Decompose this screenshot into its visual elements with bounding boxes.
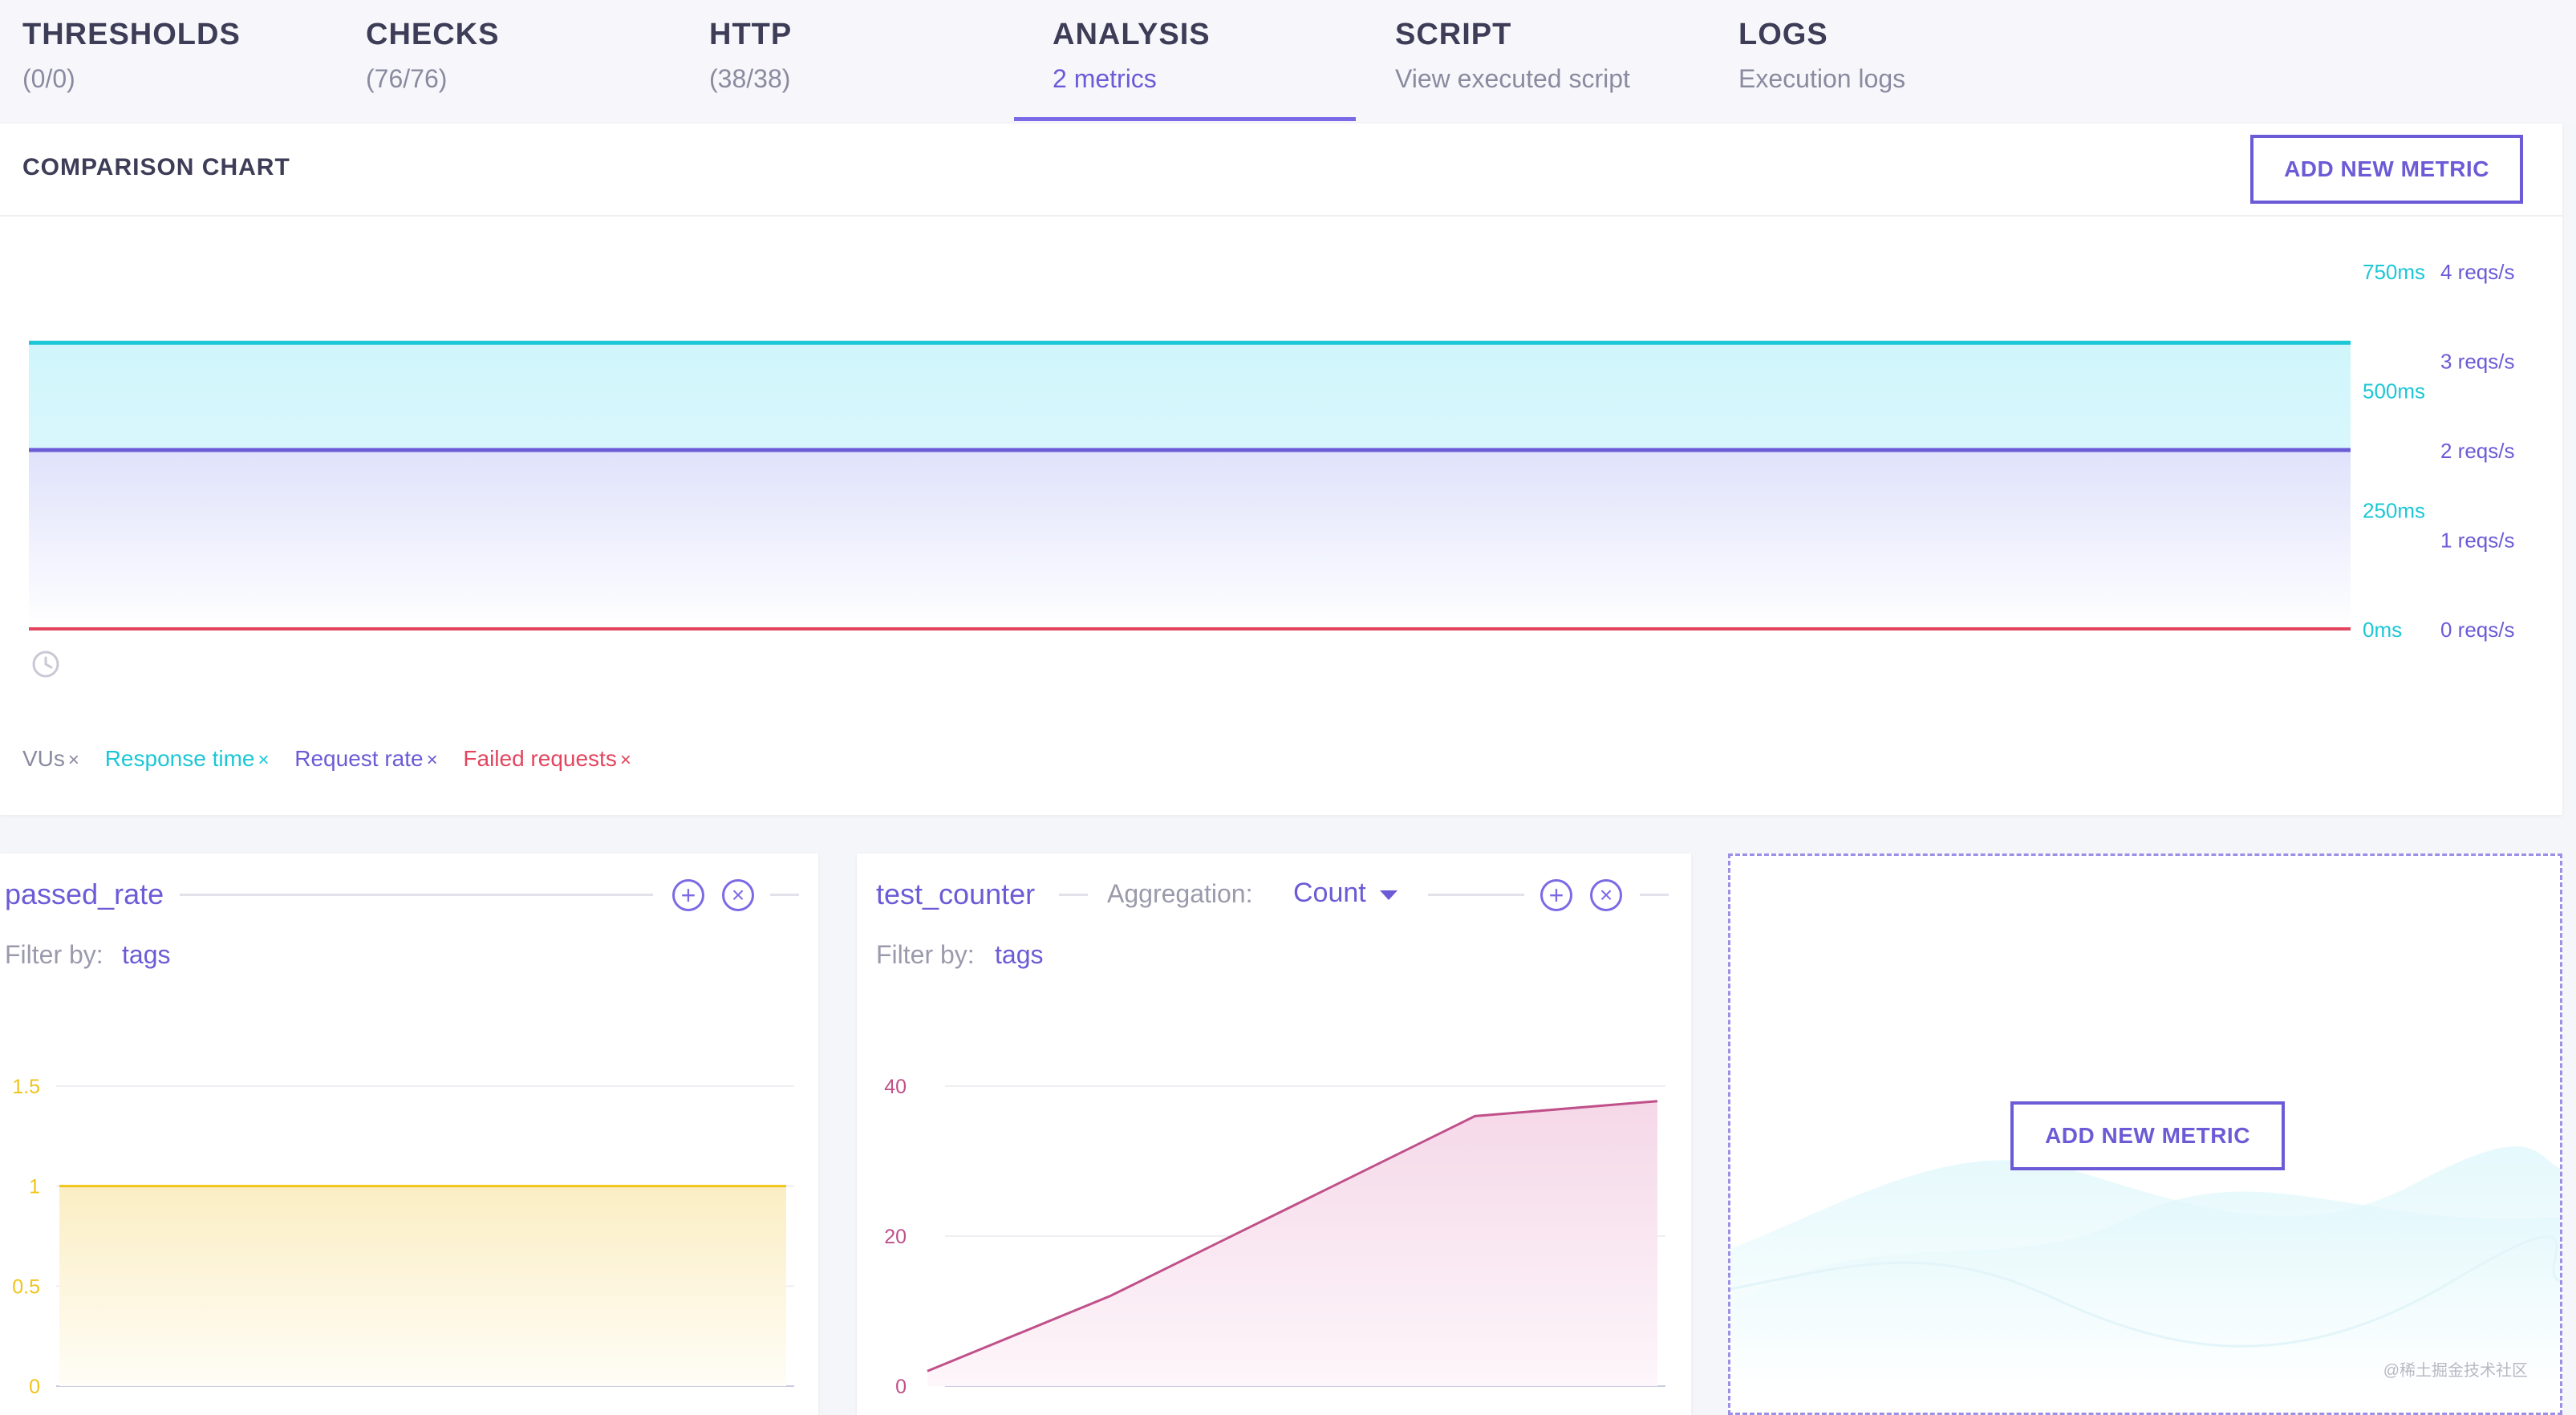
metric-title: test_counter bbox=[876, 878, 1036, 910]
axis-tick-ms: 250ms bbox=[2363, 498, 2425, 522]
axis-tick-reqs: 3 reqs/s bbox=[2440, 350, 2515, 374]
tab-title: THRESHOLDS bbox=[22, 18, 241, 51]
divider bbox=[180, 894, 653, 896]
comparison-title: COMPARISON CHART bbox=[22, 154, 290, 180]
tab-title: HTTP bbox=[709, 18, 793, 51]
tab-subtitle: (38/38) bbox=[709, 64, 791, 93]
aggregation-select[interactable]: Count bbox=[1293, 878, 1406, 913]
close-circle-icon[interactable]: × bbox=[1590, 879, 1622, 911]
legend-item-failed-requests[interactable]: Failed requests × bbox=[463, 746, 631, 771]
tab-checks[interactable]: CHECKS (76/76) bbox=[366, 0, 687, 120]
decorative-waves bbox=[1730, 1146, 2560, 1393]
plus-circle-icon[interactable]: + bbox=[672, 879, 704, 911]
caret-down-icon bbox=[1380, 890, 1398, 900]
test-counter-chart: 0 20 40 17:08:15 17:08:20 17:08:25 bbox=[884, 1076, 1665, 1407]
filter-tags-link[interactable]: tags bbox=[122, 940, 171, 969]
tab-title: SCRIPT bbox=[1395, 18, 1512, 51]
tab-subtitle: Execution logs bbox=[1738, 64, 1906, 93]
tab-bar: THRESHOLDS (0/0) CHECKS (76/76) HTTP (38… bbox=[0, 0, 2576, 122]
x-tick-label: 17:08:20 bbox=[1191, 1405, 1269, 1407]
aggregation-value: Count bbox=[1293, 878, 1366, 908]
legend-item-request-rate[interactable]: Request rate × bbox=[294, 746, 437, 771]
comparison-chart: 750ms 500ms 250ms 0ms 4 reqs/s 3 reqs/s 2 reqs… bbox=[29, 260, 2515, 678]
x-tick-label: 17:08:15 bbox=[888, 1405, 966, 1407]
tab-subtitle: (0/0) bbox=[22, 64, 75, 93]
y-tick-label: 40 bbox=[884, 1076, 907, 1098]
metric-title: passed_rate bbox=[5, 878, 164, 910]
legend-label: Failed requests bbox=[463, 746, 617, 771]
remove-icon[interactable]: × bbox=[619, 749, 631, 771]
tab-thresholds[interactable]: THRESHOLDS (0/0) bbox=[22, 0, 343, 120]
tab-subtitle: View executed script bbox=[1395, 64, 1630, 93]
axis-tick-ms: 0ms bbox=[2363, 618, 2402, 642]
y-tick-label: 1.5 bbox=[12, 1076, 40, 1098]
tab-title: ANALYSIS bbox=[1053, 18, 1211, 51]
legend-label: Request rate bbox=[294, 746, 424, 771]
axis-tick-reqs: 1 reqs/s bbox=[2440, 529, 2515, 553]
y-tick-label: 20 bbox=[884, 1226, 907, 1248]
x-tick-label: 17:08:25 bbox=[624, 1405, 702, 1407]
filter-tags-link[interactable]: tags bbox=[995, 940, 1044, 969]
tab-analysis[interactable]: ANALYSIS 2 metrics bbox=[1053, 0, 1373, 120]
add-metric-placeholder: ADD NEW METRIC @稀土掘金技术社区 bbox=[1728, 853, 2562, 1415]
x-tick-label: 17:08:20 bbox=[322, 1405, 400, 1407]
add-new-metric-button[interactable]: ADD NEW METRIC bbox=[2250, 135, 2523, 204]
axis-tick-reqs: 0 reqs/s bbox=[2440, 618, 2515, 642]
comparison-panel: COMPARISON CHART ADD NEW METRIC 750ms 500… bbox=[0, 124, 2562, 815]
legend-label: Response time bbox=[104, 746, 255, 771]
tab-script[interactable]: SCRIPT View executed script bbox=[1395, 0, 1716, 120]
divider bbox=[1640, 894, 1669, 896]
tab-http[interactable]: HTTP (38/38) bbox=[709, 0, 1030, 120]
y-tick-label: 0 bbox=[29, 1376, 40, 1398]
legend-item-vus[interactable]: VUs × bbox=[22, 746, 79, 771]
y-tick-label: 1 bbox=[29, 1176, 40, 1198]
filter-label: Filter by: bbox=[5, 940, 103, 969]
remove-icon[interactable]: × bbox=[426, 749, 438, 771]
clock-icon[interactable] bbox=[32, 651, 59, 678]
passed-rate-chart: 0 0.5 1 1.5 17:08:15 17:08:20 17:08:25 bbox=[12, 1076, 794, 1407]
tab-title: CHECKS bbox=[366, 18, 500, 51]
series-area bbox=[927, 1101, 1657, 1386]
legend-label: VUs bbox=[22, 746, 65, 771]
watermark: @稀土掘金技术社区 bbox=[2383, 1362, 2528, 1380]
series-area bbox=[59, 1186, 786, 1386]
active-tab-indicator bbox=[1014, 117, 1356, 121]
divider bbox=[770, 894, 799, 896]
axis-tick-ms: 500ms bbox=[2363, 379, 2425, 403]
tab-logs[interactable]: LOGS Execution logs bbox=[1738, 0, 2059, 120]
tab-title: LOGS bbox=[1738, 18, 1828, 51]
axis-tick-reqs: 2 reqs/s bbox=[2440, 439, 2515, 463]
close-circle-icon[interactable]: × bbox=[722, 879, 754, 911]
filter-label: Filter by: bbox=[876, 940, 975, 969]
divider bbox=[1059, 894, 1088, 896]
add-new-metric-button[interactable]: ADD NEW METRIC bbox=[2010, 1101, 2285, 1170]
axis-tick-ms: 750ms bbox=[2363, 260, 2425, 284]
remove-icon[interactable]: × bbox=[67, 749, 79, 771]
x-tick-label: 17:08:15 bbox=[18, 1405, 96, 1407]
metric-card-passed-rate: passed_rate + × Filter by: tags 0 0.5 1 1.5… bbox=[0, 853, 818, 1415]
axis-tick-reqs: 4 reqs/s bbox=[2440, 260, 2515, 284]
request-rate-area bbox=[29, 450, 2351, 629]
y-tick-label: 0 bbox=[895, 1376, 907, 1398]
legend: VUs × Response time × Request rate × Failed… bbox=[22, 746, 631, 772]
x-tick-label: 17:08:25 bbox=[1496, 1405, 1574, 1407]
comparison-header: COMPARISON CHART bbox=[0, 124, 2562, 217]
series-line bbox=[927, 1100, 1658, 1372]
metric-card-test-counter: test_counter Aggregation: Count + × Filt… bbox=[857, 853, 1691, 1415]
remove-icon[interactable]: × bbox=[258, 749, 270, 771]
tab-subtitle: (76/76) bbox=[366, 64, 448, 93]
legend-item-response-time[interactable]: Response time × bbox=[105, 746, 270, 771]
tab-subtitle: 2 metrics bbox=[1053, 64, 1157, 93]
plus-circle-icon[interactable]: + bbox=[1540, 879, 1572, 911]
aggregation-label: Aggregation: bbox=[1107, 879, 1253, 908]
y-tick-label: 0.5 bbox=[12, 1275, 40, 1298]
divider bbox=[1428, 894, 1524, 896]
